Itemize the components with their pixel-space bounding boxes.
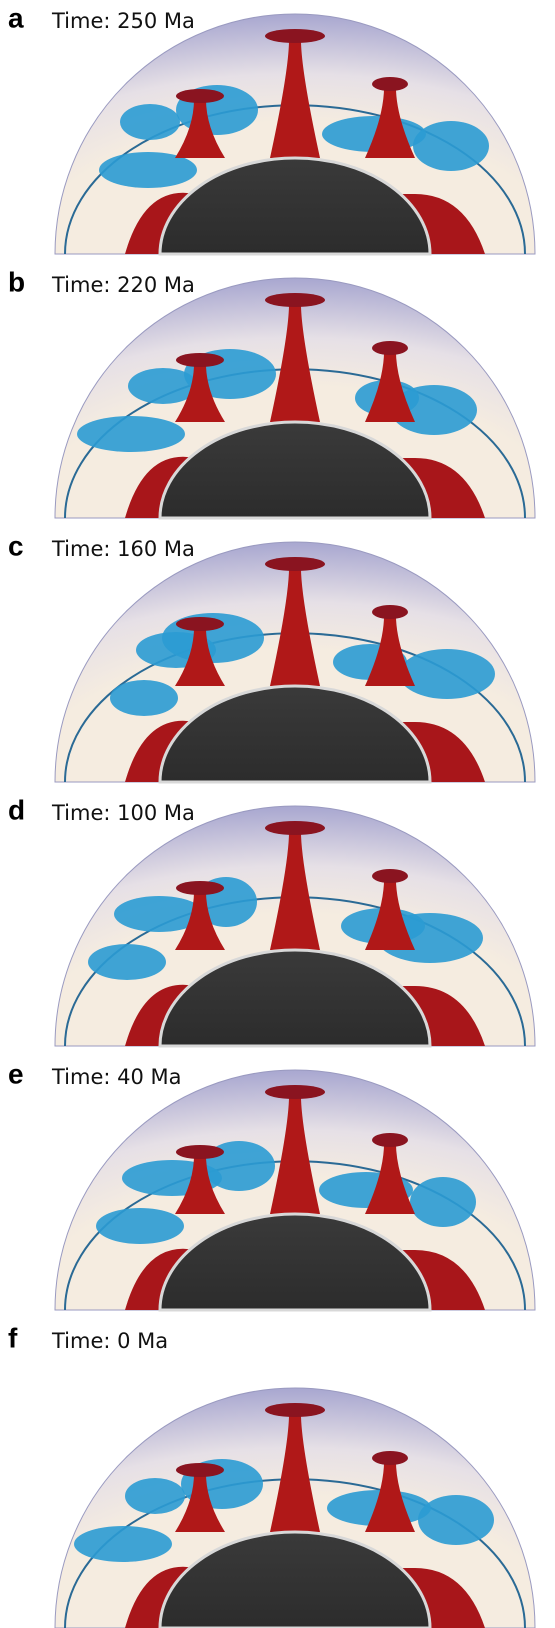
slab: [413, 121, 489, 171]
plume-head: [265, 293, 325, 307]
figure: a Time: 250 Ma b Time: 220 Ma c Time: 160 Ma d…: [0, 0, 555, 1628]
panel-letter: e: [8, 1058, 24, 1089]
slab: [418, 1495, 494, 1545]
time-label: Time: 220 Ma: [51, 273, 195, 297]
panel: a Time: 250 Ma: [8, 2, 535, 254]
slab: [120, 104, 180, 140]
page: {"panels": [ {"letter": "a", "time": "Ti…: [0, 0, 555, 1628]
slab: [410, 1177, 476, 1227]
slab: [74, 1526, 172, 1562]
slab: [399, 649, 495, 699]
plume-head: [265, 557, 325, 571]
plume-head: [372, 1451, 408, 1465]
panel: b Time: 220 Ma: [8, 266, 535, 518]
time-label: Time: 40 Ma: [51, 1065, 182, 1089]
plume-head: [265, 821, 325, 835]
time-label: Time: 0 Ma: [51, 1329, 168, 1353]
slab: [96, 1208, 184, 1244]
plume-head: [372, 1133, 408, 1147]
panel: f Time: 0 Ma: [8, 1322, 535, 1628]
plume-head: [372, 77, 408, 91]
panel-letter: a: [8, 2, 24, 33]
time-label: Time: 160 Ma: [51, 537, 195, 561]
plume-head: [372, 869, 408, 883]
panel: e Time: 40 Ma: [8, 1058, 535, 1310]
plume-head: [372, 605, 408, 619]
plume-head: [176, 353, 224, 367]
plume-head: [176, 881, 224, 895]
plume-head: [176, 1463, 224, 1477]
plume-head: [265, 1085, 325, 1099]
plume-head: [176, 617, 224, 631]
time-label: Time: 250 Ma: [51, 9, 195, 33]
panel-letter: b: [8, 266, 25, 297]
slab: [77, 416, 185, 452]
plume-head: [372, 341, 408, 355]
panel-letter: d: [8, 794, 25, 825]
panel-letter: f: [8, 1322, 18, 1353]
slab: [88, 944, 166, 980]
plume-head: [176, 89, 224, 103]
plume-head: [265, 29, 325, 43]
slab: [125, 1478, 185, 1514]
panel: d Time: 100 Ma: [8, 794, 535, 1046]
panel: c Time: 160 Ma: [8, 530, 535, 782]
plume-head: [265, 1403, 325, 1417]
panel-letter: c: [8, 530, 24, 561]
plume-head: [176, 1145, 224, 1159]
slab: [110, 680, 178, 716]
time-label: Time: 100 Ma: [51, 801, 195, 825]
